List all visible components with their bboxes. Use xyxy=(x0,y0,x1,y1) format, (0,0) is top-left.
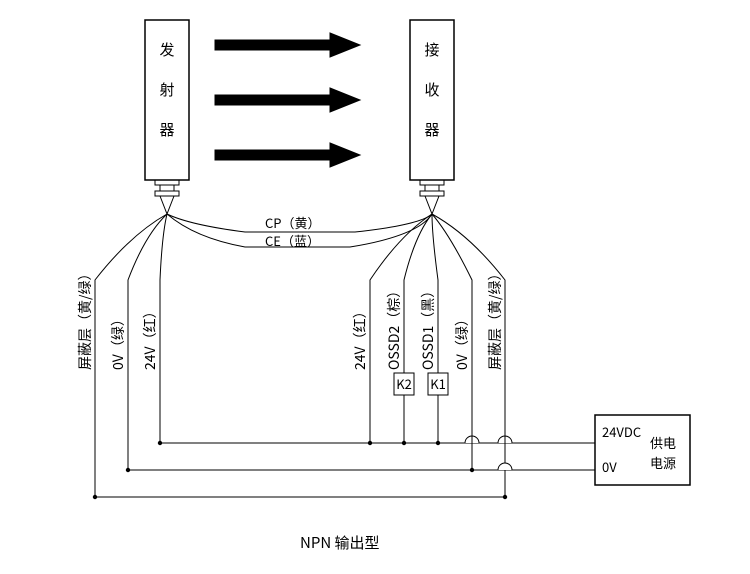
bus-shield xyxy=(93,495,507,499)
emitter-char3: 器 xyxy=(159,119,174,140)
r-ossd2-label: OSSD2（棕） xyxy=(384,284,404,370)
ce-label: CE（蓝） xyxy=(265,231,320,250)
r-shield-label: 屏蔽层（黄/绿） xyxy=(485,267,505,371)
emitter-char2: 射 xyxy=(159,79,174,100)
r-gnd-label: 0V（绿） xyxy=(452,312,472,370)
diagram-title: NPN 输出型 xyxy=(300,532,380,553)
l-shield-label: 屏蔽层（黄/绿） xyxy=(75,267,95,371)
svg-text:K2: K2 xyxy=(396,374,412,393)
l-gnd-label: 0V（绿） xyxy=(108,312,128,370)
psu-l4: 电源 xyxy=(650,453,676,472)
receiver-device: 接 收 器 xyxy=(410,20,454,214)
svg-text:K1: K1 xyxy=(430,374,446,393)
psu-24vdc: 24VDC xyxy=(602,422,641,441)
emitter-char1: 发 xyxy=(159,39,174,60)
relay-k2: K2 xyxy=(394,373,414,443)
psu-0v: 0V xyxy=(602,457,617,476)
relay-k1: K1 xyxy=(428,373,448,443)
r-ossd1-label: OSSD1（黑） xyxy=(418,284,438,370)
emitter-device: 发 射 器 xyxy=(145,20,189,214)
psu-box: 24VDC 0V 供电 电源 xyxy=(595,415,690,485)
receiver-char1: 接 xyxy=(424,39,439,60)
wire-labels: 屏蔽层（黄/绿） 0V（绿） 24V（红） 24V（红） OSSD2（棕） OS… xyxy=(75,267,505,371)
beam-arrows xyxy=(215,33,360,167)
cp-label: CP（黄） xyxy=(265,213,321,232)
psu-l3: 供电 xyxy=(650,433,676,452)
bus-24v xyxy=(158,436,595,497)
receiver-char3: 器 xyxy=(424,119,439,140)
cp-ce-wires: CP（黄） CE（蓝） xyxy=(167,213,432,250)
l-vcc-label: 24V（红） xyxy=(140,304,160,370)
bus-0v xyxy=(126,463,595,472)
r-vcc-label: 24V（红） xyxy=(350,304,370,370)
receiver-char2: 收 xyxy=(424,79,439,100)
